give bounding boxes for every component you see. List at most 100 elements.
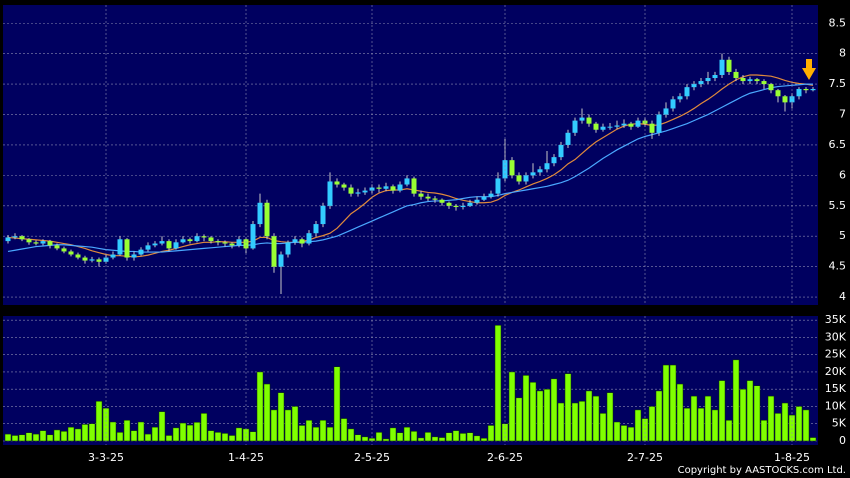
volume-bar bbox=[515, 397, 523, 442]
candle-body bbox=[61, 248, 67, 252]
volume-bar bbox=[592, 395, 600, 442]
volume-bar bbox=[312, 426, 320, 442]
volume-bar bbox=[718, 380, 726, 442]
candle-body bbox=[306, 233, 312, 244]
x-tick-label: 1-4-25 bbox=[228, 451, 264, 464]
candle-body bbox=[257, 202, 263, 225]
volume-bar bbox=[480, 437, 488, 442]
volume-bar bbox=[46, 434, 54, 442]
volume-bar bbox=[431, 436, 439, 442]
candle-body bbox=[775, 90, 781, 97]
volume-bar bbox=[578, 401, 586, 442]
volume-bar bbox=[18, 434, 26, 442]
price-panel bbox=[3, 5, 818, 305]
candle-body bbox=[754, 79, 760, 82]
candle-body bbox=[19, 236, 25, 240]
volume-bar bbox=[249, 431, 257, 442]
candle-body bbox=[250, 224, 256, 249]
volume-bar bbox=[487, 425, 495, 442]
y-tick-label: 8 bbox=[839, 47, 846, 60]
candle-body bbox=[68, 251, 74, 255]
volume-bar bbox=[172, 427, 180, 442]
volume-bar bbox=[452, 430, 460, 442]
y-tick-label: 5 bbox=[839, 229, 846, 242]
x-tick-label: 1-8-25 bbox=[774, 451, 810, 464]
candle-body bbox=[348, 187, 354, 194]
y-tick-label: 7 bbox=[839, 108, 846, 121]
volume-bar bbox=[704, 395, 712, 442]
candle-body bbox=[54, 245, 60, 249]
candle-body bbox=[607, 126, 613, 128]
volume-bar bbox=[585, 390, 593, 442]
volume-bar bbox=[753, 385, 761, 442]
volume-bar bbox=[459, 433, 467, 442]
candle-body bbox=[621, 123, 627, 126]
candle-body bbox=[82, 257, 88, 261]
candle-body bbox=[425, 196, 431, 199]
candle-body bbox=[796, 88, 802, 97]
volume-bar bbox=[165, 435, 173, 442]
candle-body bbox=[558, 144, 564, 158]
candle-body bbox=[397, 184, 403, 191]
candle-body bbox=[47, 241, 53, 246]
candle-body bbox=[733, 71, 739, 79]
volume-bar bbox=[361, 436, 369, 442]
candle-body bbox=[236, 239, 242, 246]
volume-bar bbox=[739, 388, 747, 442]
candle-body bbox=[446, 202, 452, 206]
candle-body bbox=[299, 239, 305, 244]
volume-bar bbox=[438, 437, 446, 442]
volume-bar bbox=[445, 432, 453, 442]
y-tick-label: 8.5 bbox=[829, 16, 847, 29]
volume-bar bbox=[340, 418, 348, 442]
volume-bar bbox=[564, 373, 572, 442]
volume-bar bbox=[634, 409, 642, 442]
volume-bar bbox=[711, 409, 719, 442]
candle-body bbox=[481, 196, 487, 200]
candle-body bbox=[110, 254, 116, 258]
candle-body bbox=[390, 186, 396, 191]
volume-bar bbox=[781, 402, 789, 442]
candle-body bbox=[495, 178, 501, 194]
candle-body bbox=[229, 243, 235, 246]
volume-bar bbox=[137, 421, 145, 442]
x-tick-label: 2-7-25 bbox=[627, 451, 663, 464]
volume-bar bbox=[417, 437, 425, 442]
volume-bar bbox=[571, 402, 579, 442]
volume-bar bbox=[795, 406, 803, 442]
volume-bar bbox=[235, 427, 243, 442]
volume-bar bbox=[67, 426, 75, 442]
volume-bar bbox=[326, 426, 334, 442]
volume-bar bbox=[186, 424, 194, 442]
volume-bar bbox=[725, 420, 733, 442]
volume-bar bbox=[270, 409, 278, 442]
volume-bar bbox=[11, 435, 19, 442]
candle-body bbox=[705, 78, 711, 82]
volume-bar bbox=[550, 378, 558, 442]
volume-bar bbox=[557, 402, 565, 442]
candle-body bbox=[509, 160, 515, 176]
y-tick-label: 4.5 bbox=[829, 260, 847, 273]
candle-body bbox=[243, 239, 249, 249]
candle-body bbox=[537, 169, 543, 173]
volume-bar bbox=[662, 364, 670, 442]
volume-bar bbox=[193, 422, 201, 442]
volume-bar bbox=[697, 407, 705, 442]
candle-body bbox=[432, 198, 438, 200]
volume-bar bbox=[746, 380, 754, 442]
candle-body bbox=[782, 96, 788, 103]
candle-body bbox=[789, 96, 795, 103]
candle-body bbox=[544, 163, 550, 170]
candle-body bbox=[152, 243, 158, 246]
volume-bar bbox=[305, 420, 313, 442]
candle-body bbox=[215, 241, 221, 243]
volume-bar bbox=[319, 420, 327, 442]
volume-bar bbox=[151, 426, 159, 442]
candle-body bbox=[194, 236, 200, 242]
volume-bar bbox=[256, 371, 264, 442]
volume-bar bbox=[627, 426, 635, 442]
candle-body bbox=[670, 99, 676, 109]
volume-bar bbox=[53, 429, 61, 442]
candle-body bbox=[292, 239, 298, 243]
candle-body bbox=[418, 193, 424, 197]
